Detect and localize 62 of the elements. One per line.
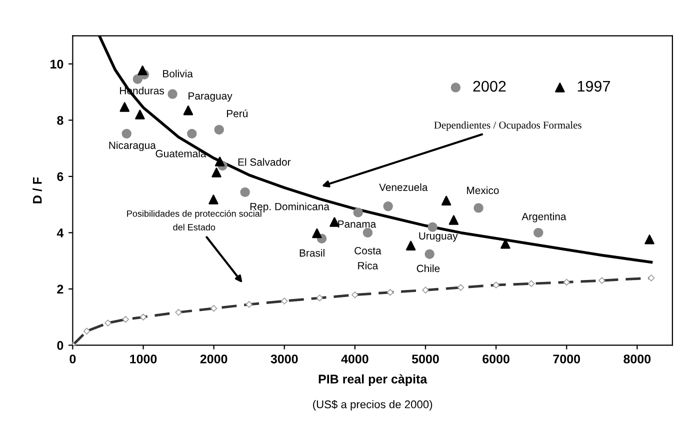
- y-tick-label: 8: [57, 116, 64, 125]
- point: [208, 194, 218, 204]
- point: [138, 66, 148, 76]
- point: [214, 124, 224, 135]
- x-tick-label: 6000: [482, 354, 510, 364]
- point: [441, 196, 452, 206]
- point: [474, 203, 484, 213]
- point: [534, 228, 544, 238]
- point: [428, 222, 438, 232]
- y-tick-label: 10: [50, 60, 64, 69]
- x-tick-label: 4000: [341, 354, 368, 364]
- point: [120, 102, 130, 112]
- x-tick-label: 0: [70, 354, 76, 364]
- x-tick-label: 3000: [270, 354, 298, 364]
- point: [168, 89, 178, 99]
- point: [644, 234, 654, 244]
- x-tick-label: 5000: [412, 354, 439, 364]
- x-tick-label: 8000: [624, 354, 651, 364]
- annotation: Dependientes / Ocupados Formales: [434, 121, 582, 131]
- data-label: Brasil: [300, 249, 324, 257]
- point: [187, 128, 197, 139]
- point: [212, 168, 222, 178]
- point: [383, 201, 393, 212]
- legend-label: 2002: [473, 80, 506, 92]
- x-tick-label: 7000: [553, 354, 580, 364]
- x-tick-label: 1000: [130, 354, 157, 364]
- data-label: Uruguay: [419, 232, 458, 242]
- annotation: Posibilidades de protección social del Estado: [127, 210, 262, 230]
- x-axis-title: PIB real per càpita: [318, 374, 428, 386]
- data-label: Rep. Dominicana: [250, 202, 330, 212]
- data-label: Nicaragua: [109, 141, 156, 152]
- y-tick-label: 6: [57, 172, 64, 182]
- data-label: Argentina: [522, 212, 566, 222]
- data-label: Mexico: [467, 186, 499, 194]
- point: [406, 240, 416, 250]
- point: [132, 74, 142, 84]
- point: [312, 228, 322, 238]
- y-tick-label: 2: [57, 284, 64, 294]
- data-label: El Salvador: [238, 158, 291, 166]
- point: [448, 215, 459, 225]
- point: [214, 156, 225, 166]
- y-tick-label: 0: [57, 341, 64, 350]
- x-tick-label: 2000: [200, 354, 228, 364]
- y-axis-title: D / F: [32, 177, 42, 204]
- point: [362, 228, 373, 238]
- data-label: Bolivia: [163, 70, 193, 78]
- point: [122, 128, 132, 139]
- data-label: Chile: [416, 264, 440, 272]
- data-label: Venezuela: [379, 183, 428, 191]
- point: [424, 249, 434, 259]
- point: [135, 110, 145, 120]
- data-label: Perú: [227, 109, 248, 118]
- text: (US$ a precios de 2000): [313, 400, 432, 410]
- legend-label: 1997: [578, 80, 610, 92]
- data-label: Costa Rica: [354, 247, 382, 270]
- point: [330, 217, 340, 227]
- data-label: Paraguay: [188, 92, 232, 102]
- data-label: Panama: [338, 220, 376, 228]
- point: [183, 105, 194, 116]
- point: [240, 187, 250, 198]
- point: [353, 208, 363, 218]
- y-tick-label: 4: [56, 228, 64, 238]
